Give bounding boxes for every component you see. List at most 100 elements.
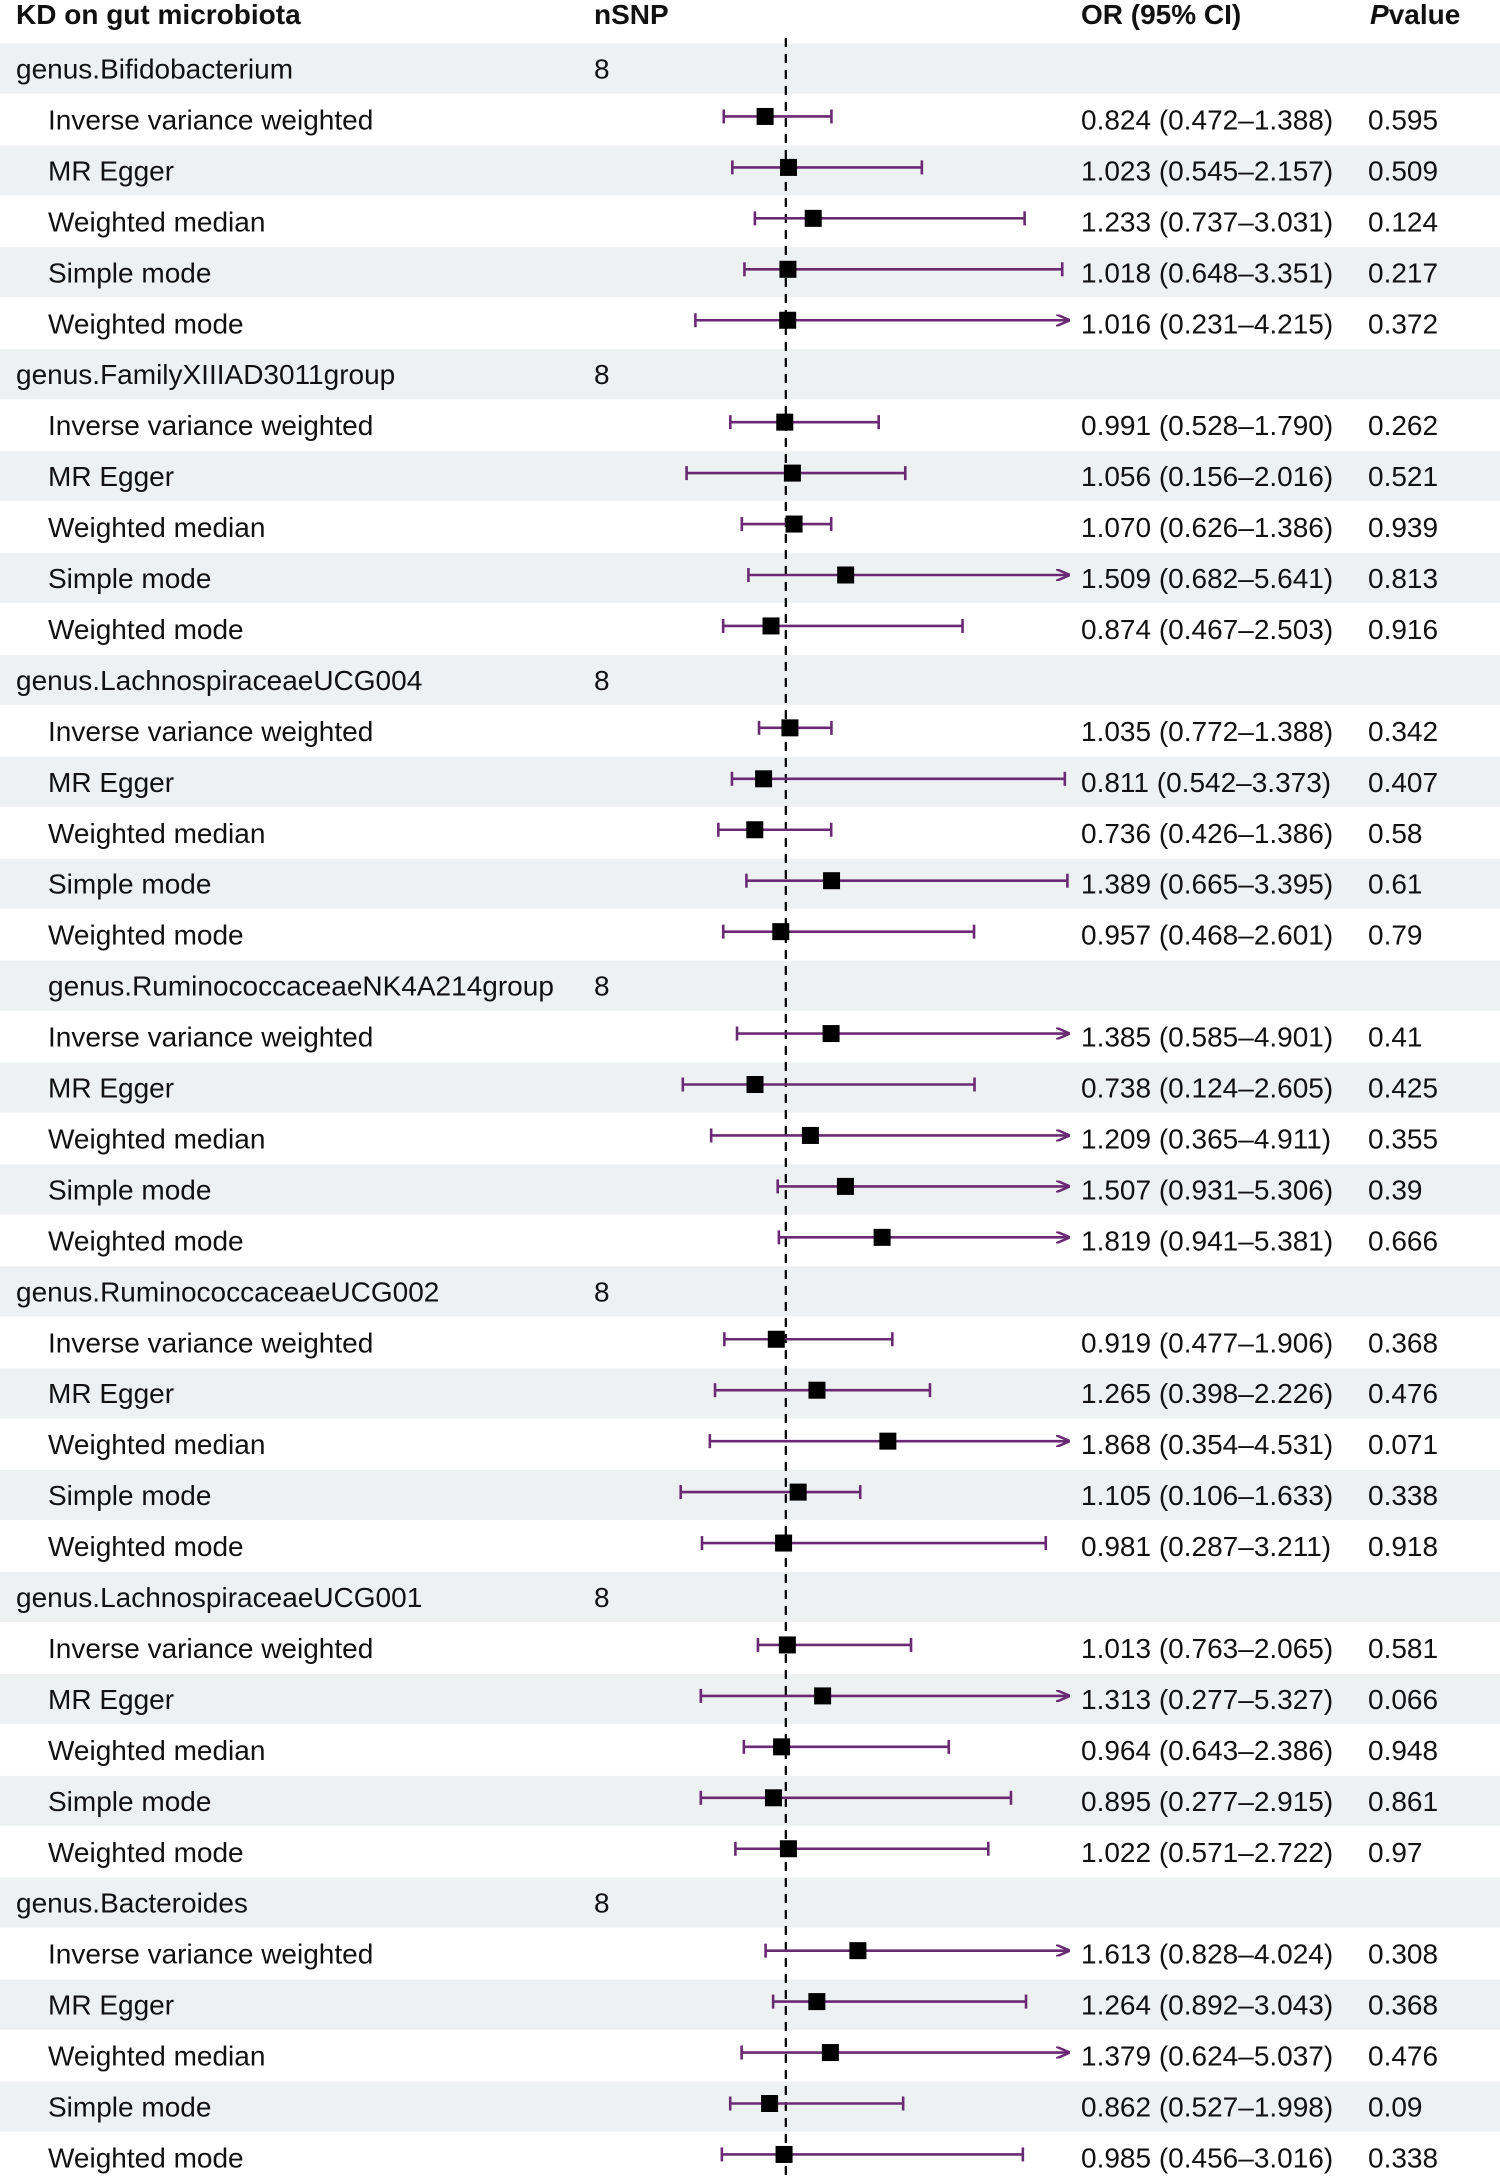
pvalue-value: 0.948 [1368,1735,1438,1766]
method-label: Simple mode [48,1480,211,1511]
method-label: Weighted mode [48,308,244,339]
method-label: Weighted median [48,1735,265,1766]
method-label: MR Egger [48,155,174,186]
group-label: genus.RuminococcaceaeNK4A214group [48,971,554,1002]
method-label: Simple mode [48,869,211,900]
method-label: Inverse variance weighted [48,716,373,747]
pvalue-value: 0.124 [1368,206,1438,237]
pvalue-value: 0.595 [1368,104,1438,135]
method-label: Weighted median [48,1429,265,1460]
method-label: MR Egger [48,1073,174,1104]
pvalue-value: 0.813 [1368,563,1438,594]
point-estimate [776,2146,793,2163]
point-estimate [808,1993,825,2010]
group-nsnp: 8 [594,54,610,85]
method-label: MR Egger [48,767,174,798]
group-nsnp: 8 [594,1276,610,1307]
or-ci-value: 1.265 (0.398–2.226) [1081,1378,1333,1409]
pvalue-value: 0.918 [1368,1531,1438,1562]
pvalue-value: 0.41 [1368,1022,1423,1053]
point-estimate [761,2095,778,2112]
method-label: Simple mode [48,563,211,594]
or-ci-value: 1.613 (0.828–4.024) [1081,1939,1333,1970]
method-label: Simple mode [48,257,211,288]
or-ci-value: 0.874 (0.467–2.503) [1081,614,1333,645]
point-estimate [808,1382,825,1399]
pvalue-value: 0.262 [1368,410,1438,441]
point-estimate [779,1636,796,1653]
pvalue-value: 0.581 [1368,1633,1438,1664]
method-label: Inverse variance weighted [48,410,373,441]
point-estimate [822,2044,839,2061]
point-estimate [784,465,801,482]
method-label: Inverse variance weighted [48,1633,373,1664]
point-estimate [747,1076,764,1093]
pvalue-value: 0.916 [1368,614,1438,645]
or-ci-value: 1.233 (0.737–3.031) [1081,206,1333,237]
pvalue-value: 0.407 [1368,767,1438,798]
or-ci-value: 1.209 (0.365–4.911) [1081,1123,1331,1154]
pvalue-value: 0.476 [1368,2041,1438,2072]
or-ci-value: 0.736 (0.426–1.386) [1081,818,1333,849]
method-label: Weighted mode [48,1531,244,1562]
group-label: genus.Bifidobacterium [16,54,293,85]
point-estimate [837,567,854,584]
point-estimate [772,923,789,940]
or-ci-value: 1.022 (0.571–2.722) [1081,1837,1333,1868]
point-estimate [780,1840,797,1857]
or-ci-value: 1.023 (0.545–2.157) [1081,155,1333,186]
or-ci-value: 0.964 (0.643–2.386) [1081,1735,1333,1766]
or-ci-value: 1.389 (0.665–3.395) [1081,869,1333,900]
pvalue-value: 0.066 [1368,1684,1438,1715]
point-estimate [775,1535,792,1552]
pvalue-value: 0.217 [1368,257,1438,288]
or-ci-value: 1.313 (0.277–5.327) [1081,1684,1333,1715]
pvalue-value: 0.09 [1368,2092,1423,2123]
method-label: Simple mode [48,2092,211,2123]
method-label: Inverse variance weighted [48,1939,373,1970]
group-label: genus.LachnospiraceaeUCG001 [16,1582,422,1613]
pvalue-value: 0.666 [1368,1225,1438,1256]
pvalue-value: 0.355 [1368,1123,1438,1154]
or-ci-value: 1.105 (0.106–1.633) [1081,1480,1333,1511]
pvalue-value: 0.372 [1368,308,1438,339]
method-label: Weighted mode [48,1225,244,1256]
point-estimate [757,108,774,125]
point-estimate [814,1687,831,1704]
point-estimate [779,312,796,329]
or-ci-value: 1.385 (0.585–4.901) [1081,1022,1333,1053]
pvalue-value: 0.425 [1368,1073,1438,1104]
or-ci-value: 0.991 (0.528–1.790) [1081,410,1333,441]
or-ci-value: 1.868 (0.354–4.531) [1081,1429,1333,1460]
or-ci-value: 0.824 (0.472–1.388) [1081,104,1333,135]
point-estimate [802,1127,819,1144]
method-label: Simple mode [48,1174,211,1205]
point-estimate [879,1433,896,1450]
method-label: MR Egger [48,1990,174,2021]
or-ci-value: 1.016 (0.231–4.215) [1081,308,1333,339]
pvalue-rest: value [1389,0,1461,30]
pvalue-value: 0.939 [1368,512,1438,543]
point-estimate [780,159,797,176]
pvalue-value: 0.861 [1368,1786,1438,1817]
method-label: Weighted mode [48,614,244,645]
pvalue-value: 0.338 [1368,1480,1438,1511]
group-nsnp: 8 [594,1582,610,1613]
pvalue-value: 0.97 [1368,1837,1423,1868]
or-ci-value: 0.957 (0.468–2.601) [1081,920,1333,951]
method-label: Weighted median [48,2041,265,2072]
point-estimate [768,1331,785,1348]
pvalue-value: 0.338 [1368,2142,1438,2173]
method-label: Weighted mode [48,2142,244,2173]
group-label: genus.LachnospiraceaeUCG004 [16,665,422,696]
point-estimate [773,1738,790,1755]
or-ci-value: 0.985 (0.456–3.016) [1081,2142,1333,2173]
or-ci-value: 0.981 (0.287–3.211) [1081,1531,1331,1562]
pvalue-italic-p: P [1370,0,1389,30]
point-estimate [849,1942,866,1959]
method-label: Weighted mode [48,920,244,951]
group-label: genus.Bacteroides [16,1888,248,1919]
method-label: Weighted mode [48,1837,244,1868]
group-nsnp: 8 [594,665,610,696]
pvalue-value: 0.368 [1368,1327,1438,1358]
